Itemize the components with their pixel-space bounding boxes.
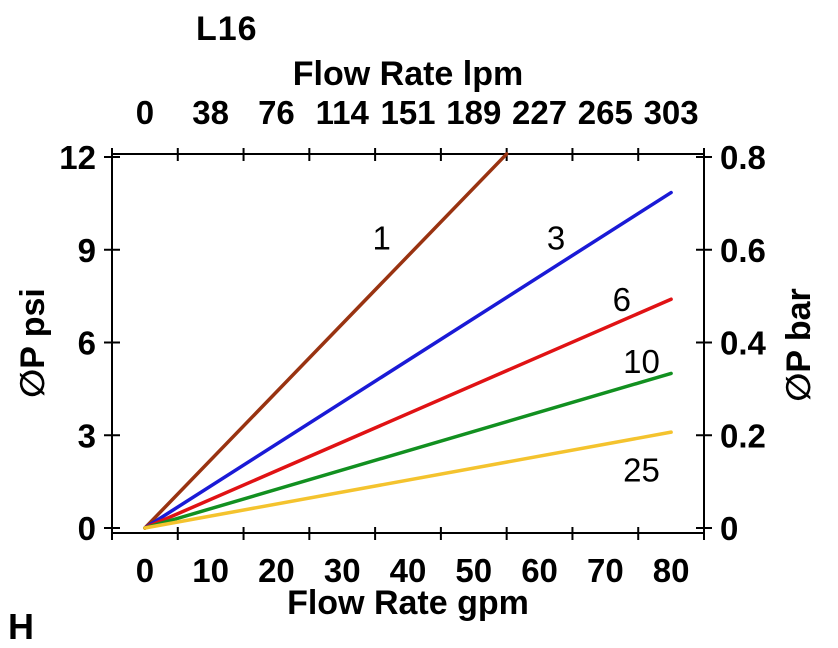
series-label-1: 1 bbox=[373, 219, 391, 256]
series-line-1 bbox=[143, 152, 509, 530]
x-tick-label-gpm: 70 bbox=[587, 552, 624, 589]
series-label-6: 6 bbox=[613, 281, 631, 318]
plot-border bbox=[111, 153, 705, 534]
y-tick-label-psi: 9 bbox=[78, 232, 96, 269]
bottom-axis-title: Flow Rate gpm bbox=[287, 584, 529, 622]
series-line-6 bbox=[143, 297, 673, 530]
x-tick-label-gpm: 40 bbox=[390, 552, 427, 589]
series-line-3 bbox=[143, 190, 673, 530]
x-tick-label-gpm: 80 bbox=[653, 552, 690, 589]
series-line-10 bbox=[143, 371, 673, 530]
chart-title: L16 bbox=[196, 10, 258, 48]
y-tick-label-psi: 12 bbox=[59, 139, 96, 176]
y-tick-label-psi: 3 bbox=[78, 417, 96, 454]
x-tick-label-gpm: 50 bbox=[455, 552, 492, 589]
top-axis-title: Flow Rate lpm bbox=[292, 55, 524, 93]
y-tick-label-bar: 0.2 bbox=[720, 417, 766, 454]
series-label-3: 3 bbox=[547, 219, 565, 256]
y-tick-label-psi: 6 bbox=[78, 325, 96, 362]
x-tick-label-gpm: 60 bbox=[521, 552, 558, 589]
x-tick-label-lpm: 0 bbox=[136, 94, 154, 131]
x-tick-label-lpm: 76 bbox=[258, 94, 295, 131]
x-tick-label-lpm: 114 bbox=[316, 94, 370, 131]
y-tick-label-psi: 0 bbox=[78, 510, 96, 547]
x-tick-label-gpm: 0 bbox=[136, 552, 154, 589]
x-tick-label-lpm: 227 bbox=[512, 94, 567, 131]
x-tick-label-lpm: 38 bbox=[192, 94, 229, 131]
series-label-10: 10 bbox=[623, 343, 660, 380]
y-tick-label-bar: 0.4 bbox=[720, 325, 767, 362]
y-tick-label-bar: 0.8 bbox=[720, 139, 766, 176]
y-tick-label-bar: 0 bbox=[720, 510, 738, 547]
x-tick-label-lpm: 151 bbox=[380, 94, 435, 131]
x-tick-label-gpm: 20 bbox=[258, 552, 295, 589]
series-label-25: 25 bbox=[623, 451, 660, 488]
x-tick-label-lpm: 265 bbox=[578, 94, 633, 131]
x-tick-label-gpm: 10 bbox=[192, 552, 229, 589]
x-tick-label-lpm: 303 bbox=[644, 94, 699, 131]
y-tick-label-bar: 0.6 bbox=[720, 232, 766, 269]
corner-label: H bbox=[8, 606, 34, 647]
x-tick-label-gpm: 30 bbox=[324, 552, 361, 589]
x-tick-label-lpm: 189 bbox=[446, 94, 501, 131]
series-line-25 bbox=[143, 430, 673, 530]
